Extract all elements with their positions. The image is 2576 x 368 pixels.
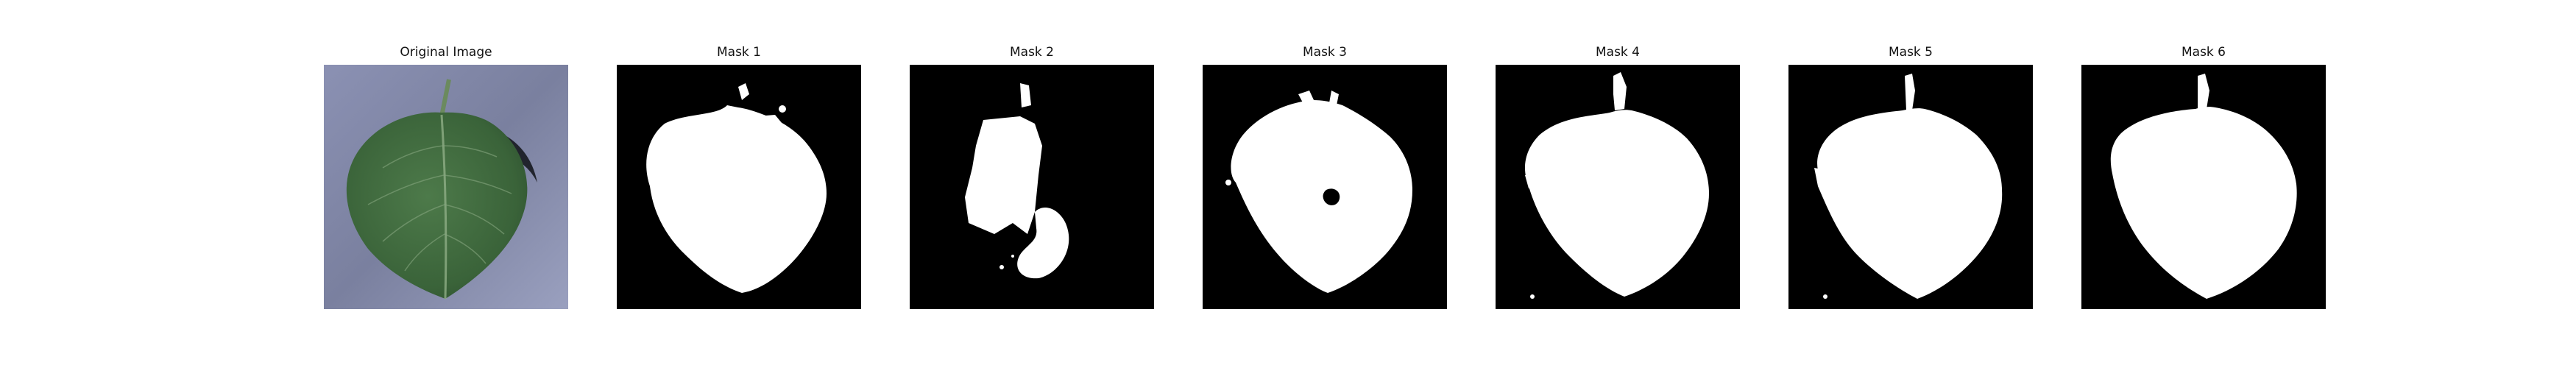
leaf-veins	[367, 145, 512, 272]
panel-mask-5: Mask 5	[1788, 44, 2033, 311]
mask-2-image	[910, 65, 1154, 309]
mask-5-axes	[1788, 65, 2033, 309]
mask-foreground	[2110, 74, 2297, 299]
panel-title: Mask 3	[1302, 45, 1347, 60]
mask-foreground	[1814, 74, 2003, 299]
mask-foreground	[965, 83, 1069, 279]
mask-1-image	[617, 65, 861, 309]
panel-title: Mask 6	[2181, 45, 2226, 60]
mask-4-image	[1496, 65, 1740, 309]
panel-mask-3: Mask 3	[1203, 44, 1447, 311]
panel-mask-2: Mask 2	[910, 44, 1154, 311]
panel-mask-6: Mask 6	[2081, 44, 2326, 311]
mask-3-axes	[1203, 65, 1447, 309]
mask-foreground	[646, 83, 827, 293]
panel-original-image: Original Image	[324, 44, 568, 311]
panel-mask-1: Mask 1	[617, 44, 861, 311]
mask-6-axes	[2081, 65, 2326, 309]
mask-foreground	[1225, 91, 1412, 293]
leaf-midrib	[440, 114, 447, 300]
mask-2-axes	[910, 65, 1154, 309]
panel-mask-4: Mask 4	[1496, 44, 1740, 311]
panel-title: Mask 5	[1888, 45, 1933, 60]
mask-3-image	[1203, 65, 1447, 309]
mask-6-image	[2081, 65, 2326, 309]
panel-title: Mask 1	[716, 45, 761, 60]
panel-title: Mask 4	[1595, 45, 1640, 60]
mask-4-axes	[1496, 65, 1740, 309]
leaf-blade	[346, 112, 528, 299]
mask-1-axes	[617, 65, 861, 309]
panel-title: Mask 2	[1009, 45, 1054, 60]
panel-title: Original Image	[400, 45, 492, 60]
mask-hole	[1323, 188, 1340, 205]
mask-5-image	[1788, 65, 2033, 309]
original-image-axes	[324, 65, 568, 309]
mask-foreground	[1525, 72, 1709, 299]
leaf-photo	[324, 65, 568, 309]
